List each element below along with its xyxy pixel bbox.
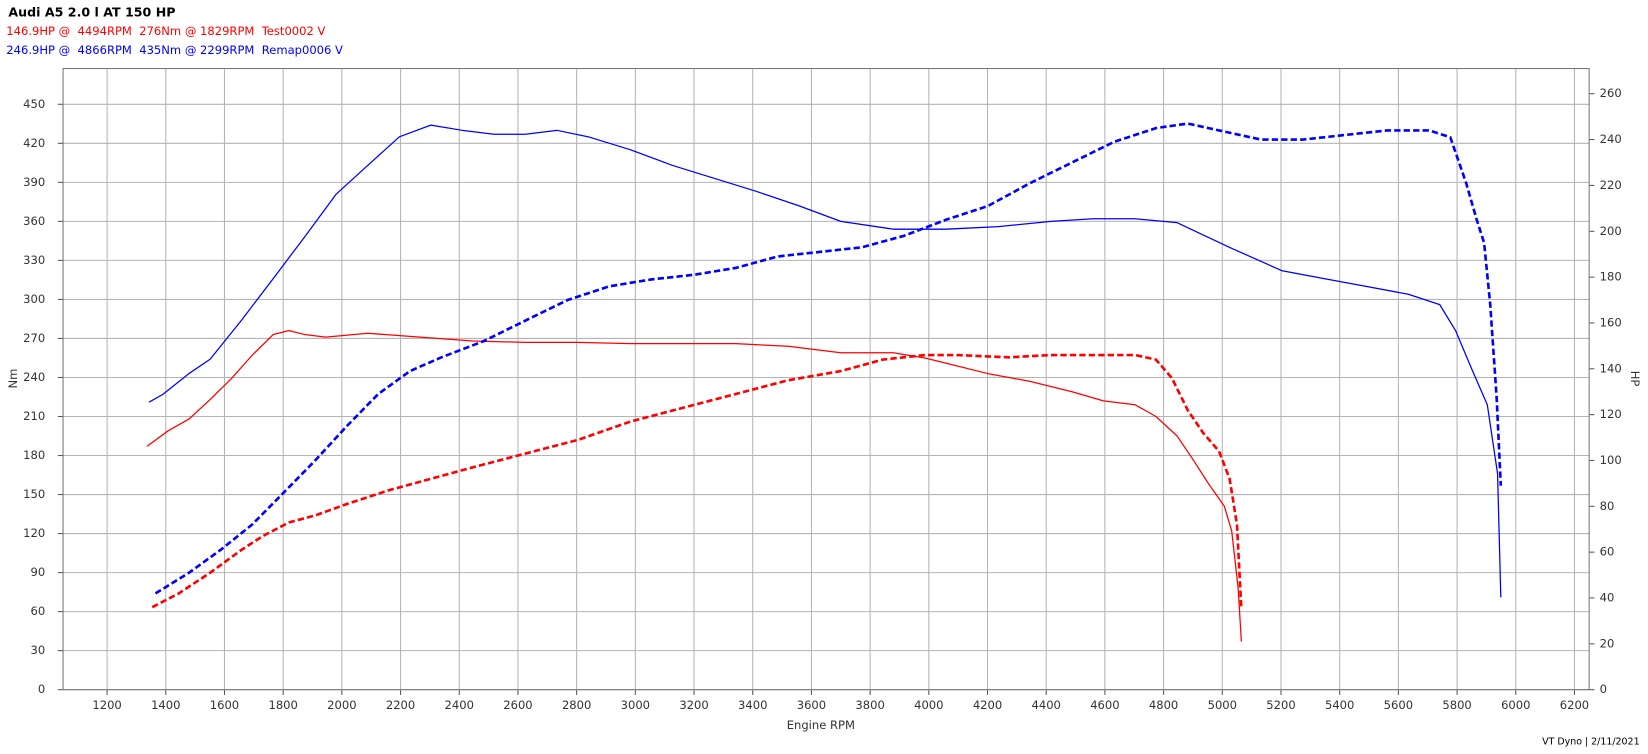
y2-tick-label: 180 [1600, 270, 1622, 284]
footer: VT Dyno | 2/11/2021 [1542, 737, 1639, 748]
x-tick-label: 5200 [1266, 698, 1295, 712]
y-axis-title: Nm [6, 369, 20, 389]
y-tick-label: 450 [23, 97, 45, 111]
series-line [146, 330, 1243, 642]
x-tick-label: 3200 [679, 698, 708, 712]
y2-tick-label: 220 [1600, 178, 1622, 192]
x-tick-label: 5600 [1384, 698, 1413, 712]
x-tick-label: 4800 [1149, 698, 1178, 712]
y2-tick-label: 80 [1600, 499, 1615, 513]
x-tick-label: 1200 [92, 698, 121, 712]
x-tick-label: 3000 [621, 698, 650, 712]
x-tick-label: 3400 [738, 698, 767, 712]
y-tick-label: 150 [23, 487, 45, 501]
y2-tick-label: 0 [1600, 682, 1607, 696]
x-tick-label: 1400 [151, 698, 180, 712]
chart-title: Audi A5 2.0 l AT 150 HP [8, 4, 175, 19]
x-tick-label: 2400 [445, 698, 474, 712]
y2-tick-label: 120 [1600, 407, 1622, 421]
x-tick-label: 1800 [268, 698, 297, 712]
x-tick-label: 5800 [1442, 698, 1471, 712]
y-tick-label: 390 [23, 175, 45, 189]
y-tick-label: 210 [23, 409, 45, 423]
x-tick-label: 2600 [503, 698, 532, 712]
x-tick-label: 6000 [1501, 698, 1530, 712]
series-line [148, 124, 1502, 598]
y-tick-label: 30 [30, 643, 45, 657]
x-tick-label: 4600 [1090, 698, 1119, 712]
plot-frame [62, 68, 1590, 691]
x-tick-label: 5000 [1208, 698, 1237, 712]
y-tick-label: 90 [30, 565, 45, 579]
x-tick-label: 3600 [797, 698, 826, 712]
y2-tick-label: 40 [1600, 590, 1615, 604]
y-tick-label: 240 [23, 370, 45, 384]
series-line [151, 353, 1243, 610]
y2-tick-label: 20 [1600, 636, 1615, 650]
y2-tick-label: 200 [1600, 224, 1622, 238]
annotation: 146.9HP @ 4494RPM 276Nm @ 1829RPM Test00… [6, 24, 325, 38]
x-tick-label: 3800 [855, 698, 884, 712]
annotation: 246.9HP @ 4866RPM 435Nm @ 2299RPM Remap0… [6, 43, 343, 57]
y2-tick-label: 100 [1600, 453, 1622, 467]
x-tick-label: 2000 [327, 698, 356, 712]
x-tick-label: 2800 [562, 698, 591, 712]
y2-tick-label: 160 [1600, 315, 1622, 329]
x-tick-label: 5400 [1325, 698, 1354, 712]
y2-tick-label: 260 [1600, 86, 1622, 100]
y-tick-label: 300 [23, 292, 45, 306]
y2-tick-label: 140 [1600, 361, 1622, 375]
y-tick-label: 270 [23, 331, 45, 345]
y-tick-label: 330 [23, 253, 45, 267]
x-tick-label: 1600 [210, 698, 239, 712]
y-tick-label: 420 [23, 136, 45, 150]
y2-tick-label: 240 [1600, 132, 1622, 146]
x-axis-title: Engine RPM [787, 718, 855, 732]
x-tick-label: 4200 [973, 698, 1002, 712]
x-tick-label: 4400 [1032, 698, 1061, 712]
x-tick-label: 2200 [386, 698, 415, 712]
y-tick-label: 180 [23, 448, 45, 462]
y-tick-label: 60 [30, 604, 45, 618]
y2-axis-title: HP [1628, 371, 1642, 387]
series-line [154, 122, 1503, 595]
x-tick-label: 6200 [1560, 698, 1589, 712]
y2-tick-label: 60 [1600, 545, 1615, 559]
x-tick-label: 4000 [914, 698, 943, 712]
y-tick-label: 0 [38, 682, 45, 696]
y-tick-label: 360 [23, 214, 45, 228]
y-tick-label: 120 [23, 526, 45, 540]
